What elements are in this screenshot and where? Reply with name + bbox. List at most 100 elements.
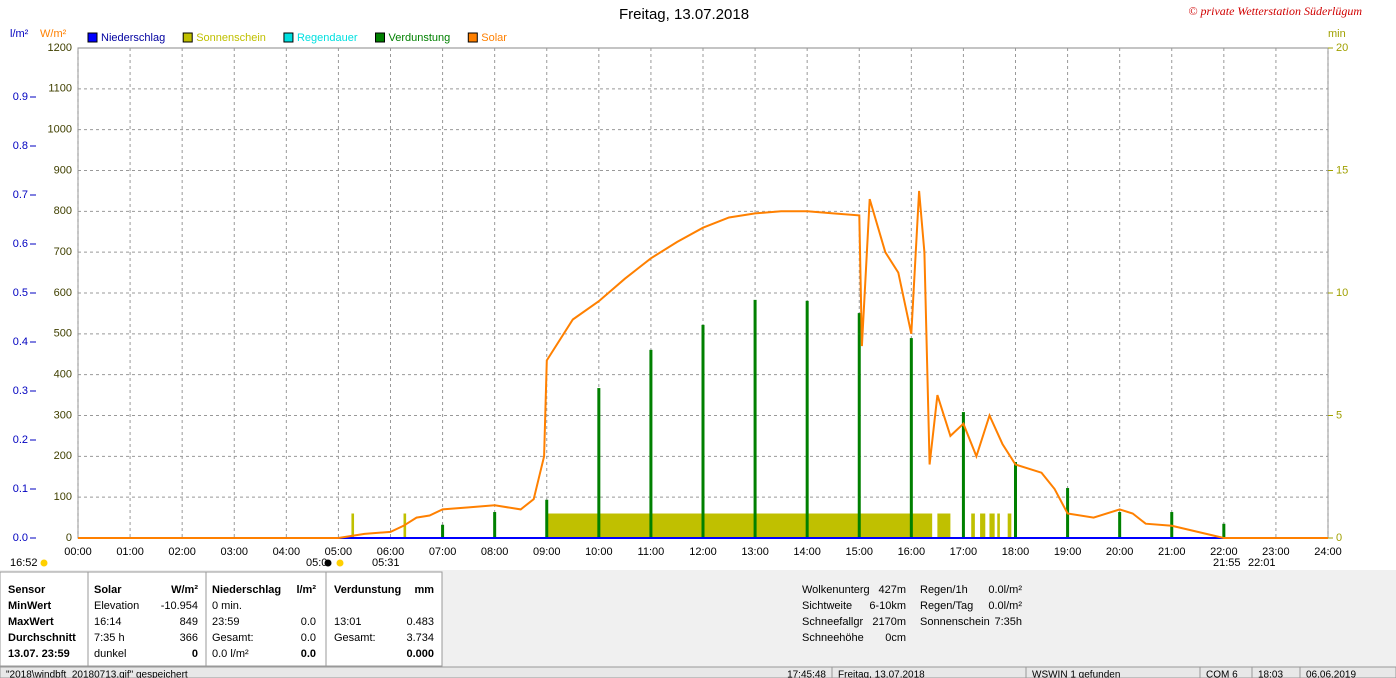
evaporation-bar <box>649 349 653 538</box>
chart-title: Freitag, 13.07.2018 <box>619 6 749 23</box>
stats-cell: MaxWert <box>8 616 54 628</box>
sunshine-bar <box>937 513 951 538</box>
legend-label: Niederschlag <box>101 32 165 44</box>
weather-label: Schneefallgr <box>802 616 863 628</box>
weather-value: 2170m <box>872 616 906 628</box>
rain-label: Regen/Tag <box>920 600 973 612</box>
x-tick-label: 22:00 <box>1210 546 1238 558</box>
y-tick-label: 900 <box>54 164 72 176</box>
status-bar <box>0 666 1396 678</box>
x-tick-label: 01:00 <box>116 546 144 558</box>
x-tick-label: 12:00 <box>689 546 717 558</box>
y-tick-label: 500 <box>54 328 72 340</box>
x-tick-label: 21:00 <box>1158 546 1186 558</box>
legend-label: Regendauer <box>297 32 358 44</box>
status-text: 18:03 <box>1258 670 1283 678</box>
legend-swatch <box>283 32 294 43</box>
evaporation-bar <box>1014 462 1017 538</box>
x-tick-label: 13:00 <box>741 546 769 558</box>
stats-cell: MinWert <box>8 600 52 612</box>
y-tick-label: 100 <box>54 491 72 503</box>
stats-cell: Gesamt: <box>334 632 376 644</box>
sunshine-bar <box>971 513 975 538</box>
y3-tick-label: 0.8 <box>13 140 28 152</box>
y3-axis-label: l/m² <box>10 28 29 40</box>
y2-tick-label: 0 <box>1336 532 1342 544</box>
stats-cell: Sensor <box>8 584 46 596</box>
status-text: 06.06.2019 <box>1306 670 1356 678</box>
x-tick-label: 15:00 <box>845 546 873 558</box>
legend-label: Verdunstung <box>389 32 451 44</box>
evaporation-bar <box>441 524 445 538</box>
weather-value: 6-10km <box>869 600 906 612</box>
x-tick-label: 10:00 <box>585 546 613 558</box>
sun-marker <box>336 559 344 567</box>
stats-cell: 7:35 h <box>94 632 125 644</box>
x-tick-label: 00:00 <box>64 546 92 558</box>
stats-panel <box>0 571 443 667</box>
status-text: Freitag, 13.07.2018 <box>838 670 925 678</box>
evaporation-bar <box>493 512 497 538</box>
x-tick-label: 16:00 <box>898 546 926 558</box>
y3-tick-label: 0.5 <box>13 287 28 299</box>
y-tick-label: 300 <box>54 409 72 421</box>
legend-swatch <box>87 32 98 43</box>
status-text: "2018\windbft_20180713.gif" gespeichert <box>6 670 188 678</box>
sun-time: 05:0 <box>306 557 327 569</box>
y2-tick-label: 10 <box>1336 287 1348 299</box>
series-line <box>78 190 1328 539</box>
x-tick-label: 08:00 <box>481 546 509 558</box>
x-tick-label: 11:00 <box>638 546 665 558</box>
y2-tick-label: 5 <box>1336 409 1342 421</box>
status-text: COM 6 <box>1206 670 1238 678</box>
evaporation-bar <box>545 499 549 538</box>
legend-swatch <box>182 32 193 43</box>
stats-cell: W/m² <box>171 584 198 596</box>
legend-swatch <box>467 32 478 43</box>
x-tick-label: 03:00 <box>220 546 248 558</box>
x-tick-label: 06:00 <box>377 546 405 558</box>
y-tick-label: 200 <box>54 450 72 462</box>
stats-cell: 366 <box>180 632 198 644</box>
evaporation-bar <box>753 299 757 538</box>
y3-tick-label: 0.6 <box>13 238 28 250</box>
y-tick-label: 400 <box>54 369 72 381</box>
sun-time: 21:55 <box>1213 557 1241 569</box>
y3-tick-label: 0.0 <box>13 532 28 544</box>
stats-cell: 0.0 <box>301 648 316 660</box>
y2-tick-label: 15 <box>1336 164 1348 176</box>
evaporation-bar <box>701 324 705 538</box>
stats-cell: 13.07. 23:59 <box>8 648 70 660</box>
sun-marker <box>324 559 332 567</box>
y3-tick-label: 0.1 <box>13 483 28 495</box>
y-tick-label: 1200 <box>48 42 72 54</box>
sun-time: 16:52 <box>10 557 38 569</box>
evaporation-bar <box>909 338 913 538</box>
sunshine-bar <box>980 513 986 538</box>
y-tick-label: 800 <box>54 205 72 217</box>
x-tick-label: 07:00 <box>429 546 457 558</box>
stats-cell: Verdunstung <box>334 584 401 596</box>
credit: © private Wetterstation Süderlügum <box>1188 4 1362 18</box>
y-tick-label: 1100 <box>48 83 72 95</box>
y-tick-label: 1000 <box>48 124 72 136</box>
stats-cell: 13:01 <box>334 616 362 628</box>
stats-cell: mm <box>414 584 434 596</box>
sunshine-bar <box>351 513 355 538</box>
weather-label: Sichtweite <box>802 600 852 612</box>
stats-cell: 23:59 <box>212 616 240 628</box>
stats-cell: 0.0 <box>301 616 316 628</box>
x-tick-label: 05:00 <box>325 546 353 558</box>
x-tick-label: 17:00 <box>950 546 978 558</box>
stats-cell: Durchschnitt <box>8 632 76 644</box>
y2-axis-label: min <box>1328 28 1346 40</box>
y3-tick-label: 0.3 <box>13 385 28 397</box>
x-tick-label: 23:00 <box>1262 546 1290 558</box>
stats-cell: 3.734 <box>406 632 434 644</box>
stats-cell: Niederschlag <box>212 584 281 596</box>
sunshine-bar <box>997 513 1000 538</box>
stats-cell: Solar <box>94 584 122 596</box>
x-tick-label: 09:00 <box>533 546 561 558</box>
evaporation-bar <box>1118 512 1122 538</box>
stats-cell: 0.0 <box>301 632 316 644</box>
